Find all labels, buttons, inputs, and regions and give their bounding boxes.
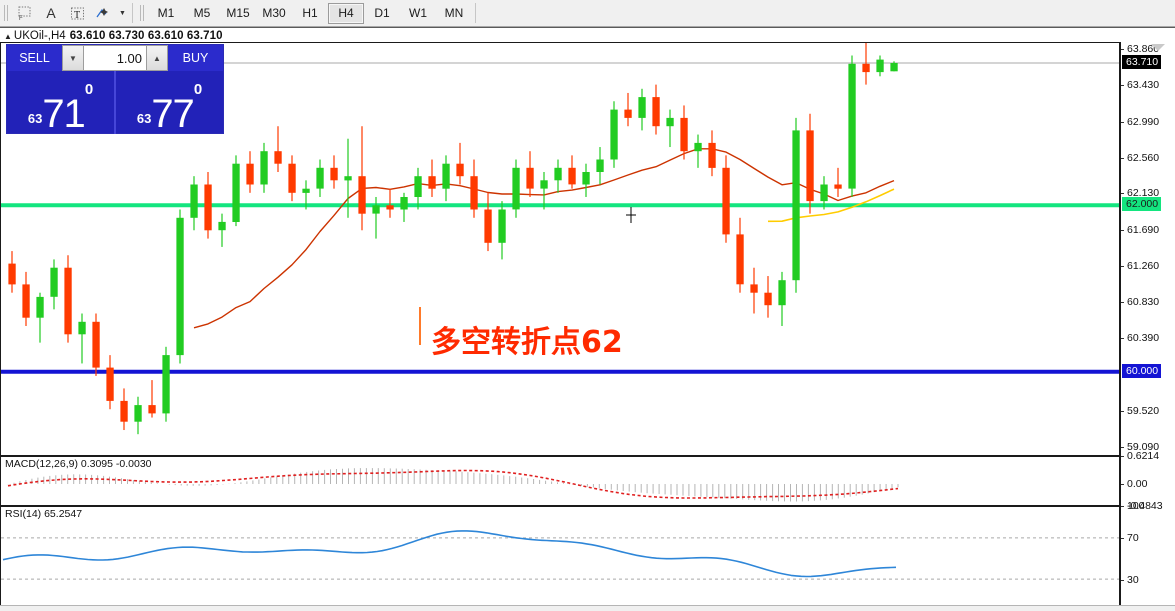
timeframe-button-m15[interactable]: M15 (226, 6, 250, 20)
volume-increment-button[interactable]: ▲ (146, 45, 168, 71)
chart-area[interactable]: ▲ UKOil-,H4 63.610 63.730 63.610 63.710 多空… (0, 27, 1175, 611)
buy-price-display[interactable]: 63 77 0 (116, 71, 223, 134)
price-axis[interactable]: 63.860 63.430 62.990 62.560 62.130 61.690 61.2… (1120, 42, 1175, 611)
macd-chart-svg (7, 468, 899, 502)
sell-price-display[interactable]: 63 71 0 (7, 71, 116, 134)
symbol-name: UKOil-,H4 (13, 30, 66, 42)
price-tick: 61.260 (1121, 260, 1159, 272)
macd-scale-tick: 0.00 (1121, 478, 1147, 490)
macd-scale-tick: 0.6214 (1121, 450, 1159, 462)
buy-price-prefix: 63 (136, 111, 152, 126)
sell-price-main: 71 (42, 92, 85, 136)
macd-label: MACD(12,26,9) 0.3095 -0.0030 (5, 458, 152, 470)
rsi-label: RSI(14) 65.2547 (5, 508, 83, 520)
price-tick: 61.690 (1121, 224, 1159, 236)
chart-scroll-arrow-icon[interactable] (1151, 44, 1165, 51)
timeframe-button-m1[interactable]: M1 (157, 6, 175, 20)
annotation-tick-mark (419, 307, 421, 345)
svg-text:F: F (19, 16, 23, 21)
timeframe-button-m30[interactable]: M30 (262, 6, 286, 20)
chart-annotation-text: 多空转折点62 (431, 325, 623, 360)
timeframe-button-w1[interactable]: W1 (409, 6, 427, 20)
price-tick: 62.990 (1121, 116, 1159, 128)
svg-text:T: T (74, 10, 80, 21)
price-tick: 59.090 (1121, 441, 1159, 453)
timeframe-button-m5[interactable]: M5 (193, 6, 211, 20)
main-toolbar: F A T ▼ M1 M5 M15 M30 H1 H4 D1 W1 MN (0, 0, 1175, 27)
macd-pane[interactable]: MACD(12,26,9) 0.3095 -0.0030 (0, 456, 1120, 506)
sell-button[interactable]: SELL (7, 45, 62, 71)
objects-icon[interactable] (90, 2, 116, 25)
trade-panel-prices: 63 71 0 63 77 0 (7, 71, 223, 134)
collapse-arrow-icon[interactable]: ▲ (4, 32, 12, 41)
text-label-icon[interactable]: A (46, 5, 56, 21)
rsi-scale-tick: 30 (1121, 574, 1139, 586)
objects-dropdown-caret[interactable]: ▼ (119, 9, 126, 17)
rsi-scale-tick: 70 (1121, 532, 1139, 544)
status-bar (0, 605, 1175, 611)
volume-decrement-button[interactable]: ▼ (62, 45, 84, 71)
toolbar-separator-right (475, 3, 476, 23)
one-click-trading-panel[interactable]: SELL ▼ 1.00 ▲ BUY 63 71 0 63 77 0 (6, 44, 224, 134)
price-tick: 63.430 (1121, 79, 1159, 91)
buy-price-fraction: 0 (193, 81, 203, 98)
toolbar-grip-left[interactable] (1, 2, 10, 24)
timeframe-button-h1[interactable]: H1 (302, 6, 318, 20)
sell-price-prefix: 63 (27, 111, 43, 126)
rsi-scale-tick: 100 (1121, 500, 1145, 512)
buy-button[interactable]: BUY (168, 45, 223, 71)
price-badge-cur: 63.710 (1122, 54, 1162, 69)
timeframe-group: M1 M5 M15 M30 H1 H4 D1 W1 MN (148, 2, 472, 24)
timeframe-button-mn[interactable]: MN (444, 6, 464, 20)
price-tick: 60.390 (1121, 332, 1159, 344)
timeframe-button-h4[interactable]: H4 (328, 2, 364, 24)
price-tick: 59.520 (1121, 405, 1159, 417)
price-chart-svg (1, 43, 1119, 435)
timeframe-button-d1[interactable]: D1 (374, 6, 390, 20)
rsi-pane[interactable]: RSI(14) 65.2547 (0, 506, 1120, 611)
rsi-chart-svg (1, 530, 1119, 580)
trade-panel-controls: SELL ▼ 1.00 ▲ BUY (7, 45, 223, 71)
sell-price-fraction: 0 (84, 81, 94, 98)
symbol-ohlc-values: 63.610 63.730 63.610 63.710 (69, 30, 223, 42)
text-box-icon[interactable]: T (64, 2, 90, 25)
price-badge-grn: 62.000 (1122, 197, 1162, 212)
symbol-ohlc-line: ▲ UKOil-,H4 63.610 63.730 63.610 63.710 (4, 30, 223, 42)
buy-price-main: 77 (151, 92, 194, 136)
price-tick: 62.130 (1121, 187, 1159, 199)
toolbar-separator (132, 3, 133, 23)
price-tick: 60.830 (1121, 296, 1159, 308)
price-tick: 62.560 (1121, 152, 1159, 164)
volume-input[interactable]: 1.00 (84, 45, 146, 71)
crosshair-icon[interactable]: F (12, 2, 38, 25)
price-badge-blu: 60.000 (1122, 363, 1162, 378)
toolbar-grip-timeframes[interactable] (137, 2, 146, 24)
